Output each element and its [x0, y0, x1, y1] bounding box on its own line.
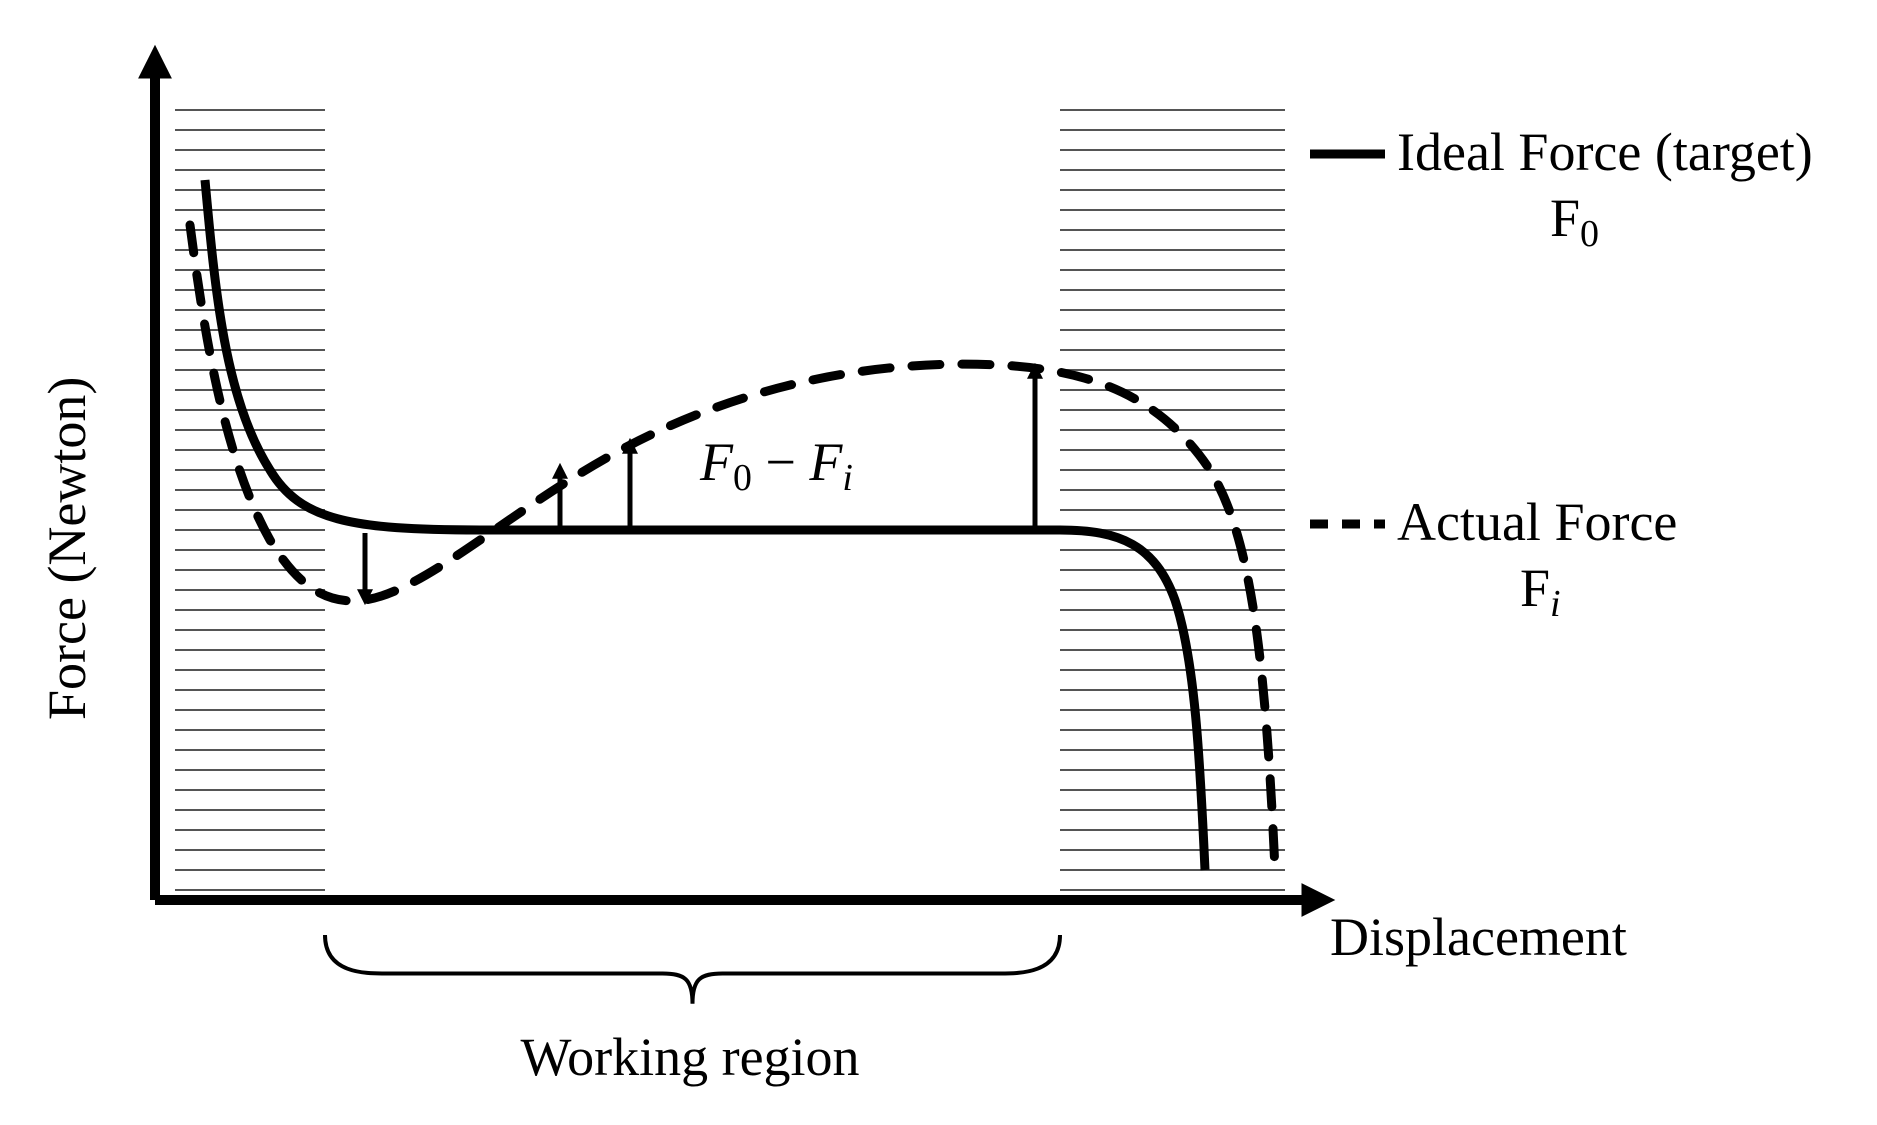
y-axis-label: Force (Newton)	[37, 377, 97, 720]
force-displacement-diagram: Displacement Force (Newton) F0 − Fi Working…	[0, 0, 1877, 1125]
difference-label: F0 − Fi	[699, 432, 853, 499]
legend-actual-label: Actual Force	[1397, 492, 1677, 552]
working-region-label: Working region	[520, 1027, 859, 1087]
hatch-right	[1060, 97, 1285, 892]
legend-ideal-label: Ideal Force (target)	[1397, 122, 1813, 182]
x-axis-label: Displacement	[1330, 907, 1627, 967]
